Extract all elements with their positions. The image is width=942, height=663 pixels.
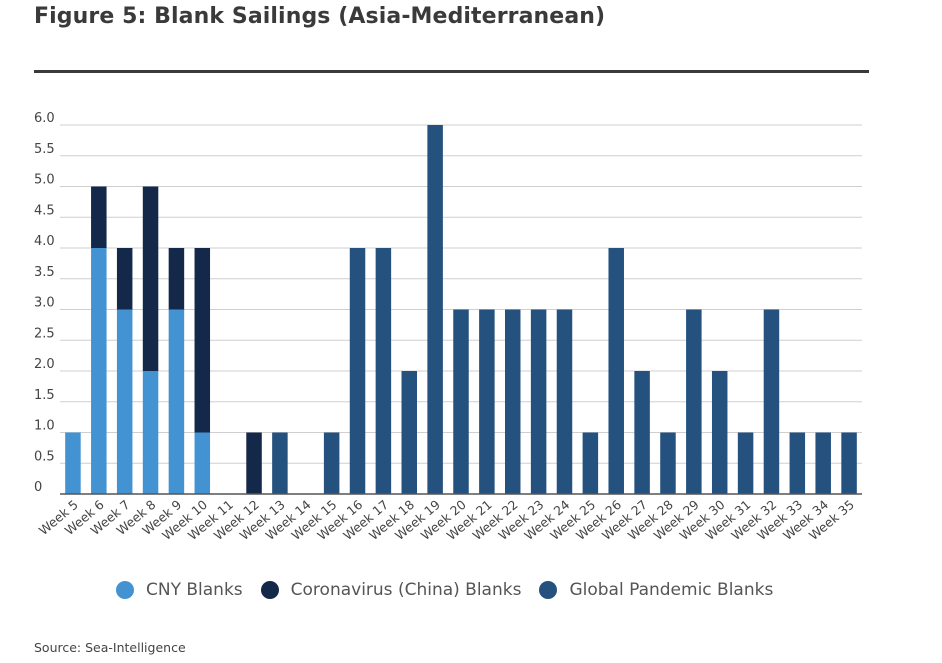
y-tick-label: 6.0 xyxy=(34,111,55,126)
y-tick-label: 3.5 xyxy=(34,265,55,280)
bar-coronavirus-week-9 xyxy=(168,248,185,310)
legend: CNY Blanks Coronavirus (China) Blanks Gl… xyxy=(116,580,791,600)
bar-pandemic-week-13 xyxy=(272,432,288,494)
bar-cny-week-10 xyxy=(194,432,211,494)
bar-pandemic-week-33 xyxy=(789,432,806,494)
legend-label-pandemic: Global Pandemic Blanks xyxy=(569,580,774,600)
legend-label-coronavirus: Coronavirus (China) Blanks xyxy=(290,580,522,600)
bar-pandemic-week-25 xyxy=(582,432,599,494)
bar-pandemic-week-17 xyxy=(375,248,392,494)
y-tick-label: 5.0 xyxy=(34,173,55,188)
bar-pandemic-week-16 xyxy=(349,248,366,494)
bar-pandemic-week-22 xyxy=(504,309,521,494)
bar-coronavirus-week-7 xyxy=(116,248,133,310)
y-tick-label: 4.5 xyxy=(34,203,55,218)
bar-pandemic-week-32 xyxy=(763,309,780,494)
bars xyxy=(65,125,857,494)
bar-pandemic-week-28 xyxy=(660,432,676,494)
bar-chart: 0 0.5 1.0 1.5 2.0 2.5 3.0 3.5 4.0 4.5 5.0 5.5 6.0 We… xyxy=(34,111,862,543)
bar-cny-week-5 xyxy=(65,432,81,494)
y-tick-label: 3.0 xyxy=(34,296,55,311)
grid-lines xyxy=(60,124,862,464)
legend-swatch-coronavirus xyxy=(260,581,279,599)
bar-pandemic-week-31 xyxy=(737,432,754,494)
bar-cny-week-9 xyxy=(168,309,185,494)
bar-pandemic-week-15 xyxy=(323,432,340,494)
legend-item-coronavirus: Coronavirus (China) Blanks xyxy=(260,580,522,600)
bar-pandemic-week-35 xyxy=(841,432,857,494)
legend-swatch-cny xyxy=(116,581,134,599)
bar-pandemic-week-18 xyxy=(401,371,418,494)
bar-pandemic-week-27 xyxy=(634,371,650,494)
bar-pandemic-week-34 xyxy=(815,432,831,494)
legend-item-cny: CNY Blanks xyxy=(116,580,243,600)
bar-cny-week-8 xyxy=(142,371,159,494)
y-tick-label: 2.5 xyxy=(34,326,55,341)
bar-pandemic-week-24 xyxy=(556,309,573,494)
y-tick-label: 0.5 xyxy=(34,449,55,464)
bar-pandemic-week-23 xyxy=(530,309,547,494)
bar-pandemic-week-29 xyxy=(686,309,702,494)
y-tick-label: 4.0 xyxy=(34,234,55,249)
legend-label-cny: CNY Blanks xyxy=(146,580,243,600)
y-tick-label: 1.5 xyxy=(34,388,55,403)
bar-coronavirus-week-8 xyxy=(142,186,159,371)
y-tick-label: 0 xyxy=(34,480,42,495)
y-tick-label: 2.0 xyxy=(34,357,55,372)
bar-cny-week-6 xyxy=(91,248,107,494)
chart-title: Figure 5: Blank Sailings (Asia-Mediterra… xyxy=(34,4,606,29)
y-tick-label: 5.5 xyxy=(34,142,55,157)
bar-coronavirus-week-12 xyxy=(246,432,262,494)
bar-pandemic-week-20 xyxy=(453,309,469,494)
bar-pandemic-week-21 xyxy=(479,309,495,494)
bar-pandemic-week-26 xyxy=(608,248,624,494)
bar-coronavirus-week-6 xyxy=(91,186,107,248)
legend-swatch-pandemic xyxy=(539,581,558,599)
bar-pandemic-week-19 xyxy=(427,125,443,494)
y-tick-label: 1.0 xyxy=(34,419,55,434)
legend-item-pandemic: Global Pandemic Blanks xyxy=(539,580,773,600)
bar-cny-week-7 xyxy=(116,309,133,494)
y-axis-ticks: 0 0.5 1.0 1.5 2.0 2.5 3.0 3.5 4.0 4.5 5.0 5.5 6.0 xyxy=(34,111,55,495)
source-note: Source: Sea-Intelligence xyxy=(34,640,186,655)
bar-pandemic-week-30 xyxy=(711,371,728,494)
title-rule xyxy=(34,70,869,73)
bar-coronavirus-week-10 xyxy=(194,248,211,433)
